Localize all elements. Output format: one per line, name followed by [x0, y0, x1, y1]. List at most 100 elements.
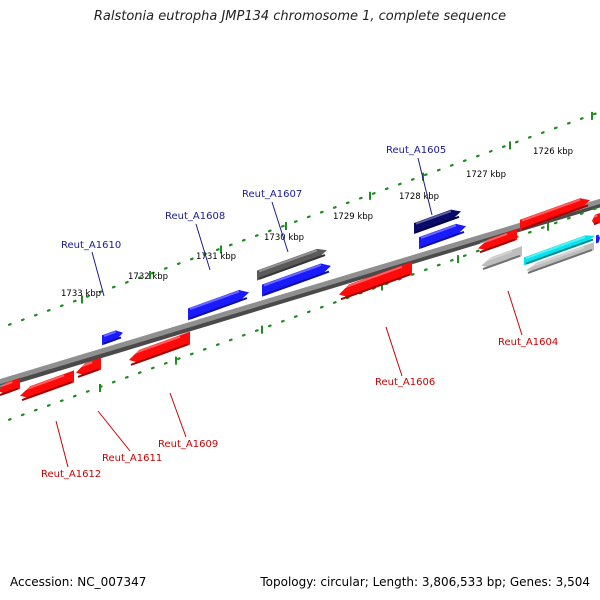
gene-arrow-body	[478, 228, 517, 251]
scale-dot	[449, 258, 454, 262]
scale-dot	[7, 418, 12, 421]
leader-line-reut-a1607	[271, 201, 289, 253]
scale-dot	[553, 221, 558, 225]
gene-reverse-edge[interactable]	[0, 377, 20, 396]
scale-dot	[163, 361, 168, 365]
scale-dot	[150, 366, 155, 370]
kbp-tick-label: 1727 kbp	[466, 170, 506, 180]
scale-dot	[33, 313, 38, 317]
gene-arrow-highlight	[189, 290, 240, 311]
kbp-tick-label: 1732 kbp	[128, 272, 168, 282]
scale-dot	[163, 266, 168, 270]
scale-dot	[254, 234, 259, 237]
backbone-shadow	[0, 201, 600, 389]
gene-reverse-reut-a1606[interactable]	[339, 261, 412, 301]
scale-dot	[501, 145, 506, 149]
scale-dot	[553, 126, 558, 130]
gene-label-reut-a1604[interactable]: Reut_A1604	[498, 337, 558, 348]
scale-dot	[280, 319, 285, 323]
gene-label-reut-a1606[interactable]: Reut_A1606	[375, 377, 435, 388]
scale-dot	[592, 207, 597, 211]
gene-arrow-highlight	[415, 210, 452, 225]
scale-dot	[176, 262, 181, 266]
gene-blue-edge[interactable]	[596, 234, 600, 244]
scale-dot	[59, 399, 64, 403]
gene-arrow-body	[262, 263, 331, 297]
scale-dot	[241, 238, 246, 242]
gene-forward-reut-a1610[interactable]	[102, 330, 123, 346]
scale-dot	[189, 352, 194, 356]
gene-label-reut-a1609[interactable]: Reut_A1609	[158, 439, 218, 450]
scale-dot	[228, 338, 233, 342]
scale-dot	[462, 159, 467, 163]
kbp-tick-label: 1731 kbp	[196, 252, 236, 262]
gene-arrow-shadow	[525, 238, 594, 265]
leader-line-reut-a1610	[91, 251, 105, 297]
scale-dot	[579, 212, 584, 215]
gene-arrow-shadow	[593, 221, 599, 226]
gene-arrow-shadow	[527, 248, 593, 274]
scale-dot	[527, 230, 532, 234]
gene-arrow-body	[339, 261, 412, 298]
gene-navy[interactable]	[414, 209, 461, 234]
gene-arrow-highlight	[21, 374, 65, 392]
gene-red-edge[interactable]	[592, 213, 600, 226]
gene-arrow-shadow	[21, 381, 73, 402]
gene-cyan[interactable]	[524, 235, 595, 266]
gene-arrow-highlight	[593, 214, 598, 218]
gene-reverse-reut-a1611[interactable]	[76, 357, 101, 378]
scale-dot	[462, 254, 467, 258]
scale-dot	[72, 299, 77, 303]
gene-arrow-shadow	[521, 204, 589, 231]
scale-dot	[267, 229, 272, 233]
scale-dot	[527, 135, 532, 139]
gene-red-forward-side[interactable]	[520, 198, 590, 231]
gene-label-reut-a1608[interactable]: Reut_A1608	[165, 211, 225, 222]
gene-arrow-shadow	[415, 215, 460, 234]
gene-arrow-shadow	[482, 254, 521, 271]
topology-text: Topology: circular; Length: 3,806,533 bp…	[260, 575, 590, 589]
gene-arrow-body	[129, 331, 190, 363]
scale-dot	[189, 257, 194, 261]
scale-dot	[46, 404, 51, 407]
gene-dark-gray[interactable]	[257, 248, 327, 281]
gene-label-reut-a1611[interactable]: Reut_A1611	[102, 453, 162, 464]
scale-dot	[423, 268, 428, 272]
scale-dot	[293, 315, 298, 318]
scale-dot	[332, 301, 337, 304]
gene-reverse-reut-a1609[interactable]	[129, 331, 190, 366]
gene-arrow-highlight	[0, 381, 13, 388]
gene-arrow-highlight	[527, 246, 585, 269]
gene-arrow-shadow	[420, 231, 465, 249]
gene-arrow-body	[526, 242, 594, 272]
gene-arrow-highlight	[340, 265, 403, 290]
scale-dot	[423, 173, 428, 177]
gene-label-reut-a1610[interactable]: Reut_A1610	[61, 240, 121, 251]
gene-arrow-shadow	[77, 368, 100, 378]
leader-line-reut-a1605	[417, 157, 433, 216]
gene-label-reut-a1607[interactable]: Reut_A1607	[242, 189, 302, 200]
scale-dot	[540, 131, 545, 134]
gene-forward-reut-a1608[interactable]	[188, 289, 249, 321]
gene-arrow-highlight	[103, 330, 116, 338]
gene-arrow-highlight	[525, 235, 586, 260]
gene-arrow-shadow	[103, 336, 122, 345]
gene-label-reut-a1605[interactable]: Reut_A1605	[386, 145, 446, 156]
gene-reverse-reut-a1612[interactable]	[20, 370, 74, 402]
gene-arrow-highlight	[130, 335, 181, 356]
leader-line-reut-a1604	[507, 290, 523, 336]
scale-dot	[332, 206, 337, 209]
chromosome-backbone	[0, 198, 600, 385]
scale-dot	[228, 243, 233, 247]
scale-dot	[137, 276, 142, 280]
gene-light-gray[interactable]	[526, 242, 594, 274]
gene-forward-reut-a1605[interactable]	[419, 223, 466, 250]
gene-reverse-reut-a1604[interactable]	[481, 246, 522, 271]
scale-dot	[20, 413, 25, 417]
scale-dot	[176, 357, 181, 361]
gene-forward-reut-a1607[interactable]	[262, 263, 331, 297]
gene-reverse-small[interactable]	[478, 228, 517, 254]
gene-label-reut-a1612[interactable]: Reut_A1612	[41, 469, 101, 480]
